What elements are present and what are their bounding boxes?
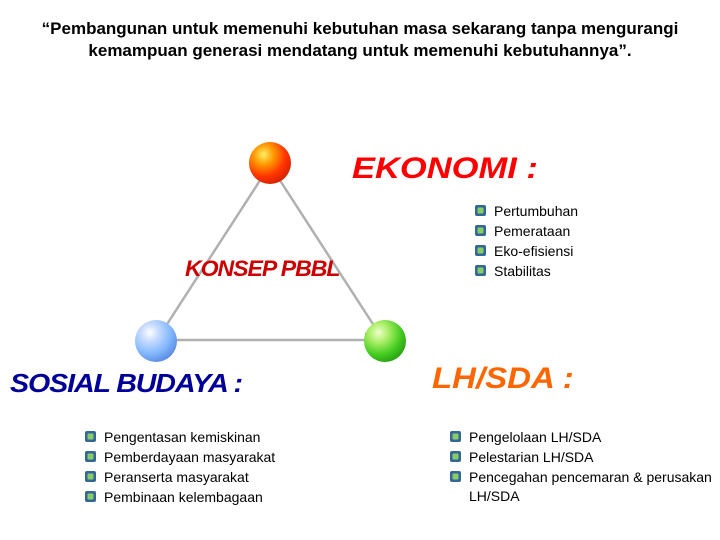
list-item-text: Pemberdayaan masyarakat bbox=[104, 448, 275, 467]
list-item-text: Peranserta masyarakat bbox=[104, 468, 249, 487]
list-item-text: Pemerataan bbox=[494, 222, 570, 241]
bullet-icon bbox=[475, 265, 486, 276]
heading-sosial: SOSIAL BUDAYA : bbox=[10, 368, 242, 399]
list-item-text: Pengentasan kemiskinan bbox=[104, 428, 260, 447]
quote-text: “Pembangunan untuk memenuhi kebutuhan ma… bbox=[40, 18, 680, 62]
bullet-icon bbox=[85, 431, 96, 442]
list-item: Pembinaan kelembagaan bbox=[85, 488, 275, 507]
center-label: KONSEP PBBL bbox=[185, 256, 339, 282]
list-item: Pengentasan kemiskinan bbox=[85, 428, 275, 447]
node-lhsda bbox=[364, 320, 406, 362]
bullet-icon bbox=[475, 205, 486, 216]
list-item-text: Pertumbuhan bbox=[494, 202, 578, 221]
list-item: Pengelolaan LH/SDA bbox=[450, 428, 720, 447]
list-item-text: Pengelolaan LH/SDA bbox=[469, 428, 601, 447]
bullet-icon bbox=[475, 245, 486, 256]
list-item: Pertumbuhan bbox=[475, 202, 578, 221]
list-item-text: Pelestarian LH/SDA bbox=[469, 448, 594, 467]
node-sosial bbox=[135, 320, 177, 362]
bullet-icon bbox=[85, 491, 96, 502]
list-item: Stabilitas bbox=[475, 262, 578, 281]
list-item: Peranserta masyarakat bbox=[85, 468, 275, 487]
list-ekonomi: PertumbuhanPemerataanEko-efisiensiStabil… bbox=[475, 202, 578, 282]
list-lhsda: Pengelolaan LH/SDAPelestarian LH/SDAPenc… bbox=[450, 428, 720, 507]
list-item-text: Pencegahan pencemaran & perusakan LH/SDA bbox=[469, 468, 720, 506]
bullet-icon bbox=[475, 225, 486, 236]
heading-lhsda: LH/SDA : bbox=[432, 362, 574, 396]
list-item-text: Eko-efisiensi bbox=[494, 242, 573, 261]
bullet-icon bbox=[85, 451, 96, 462]
list-item-text: Pembinaan kelembagaan bbox=[104, 488, 263, 507]
list-item: Pencegahan pencemaran & perusakan LH/SDA bbox=[450, 468, 720, 506]
list-item-text: Stabilitas bbox=[494, 262, 551, 281]
node-ekonomi bbox=[249, 142, 291, 184]
bullet-icon bbox=[450, 451, 461, 462]
list-sosial: Pengentasan kemiskinanPemberdayaan masya… bbox=[85, 428, 275, 508]
list-item: Pemerataan bbox=[475, 222, 578, 241]
list-item: Pemberdayaan masyarakat bbox=[85, 448, 275, 467]
bullet-icon bbox=[85, 471, 96, 482]
heading-ekonomi: EKONOMI : bbox=[352, 152, 538, 186]
edge-top-left bbox=[160, 165, 270, 335]
bullet-icon bbox=[450, 471, 461, 482]
list-item: Eko-efisiensi bbox=[475, 242, 578, 261]
bullet-icon bbox=[450, 431, 461, 442]
list-item: Pelestarian LH/SDA bbox=[450, 448, 720, 467]
edge-top-right bbox=[270, 165, 380, 335]
